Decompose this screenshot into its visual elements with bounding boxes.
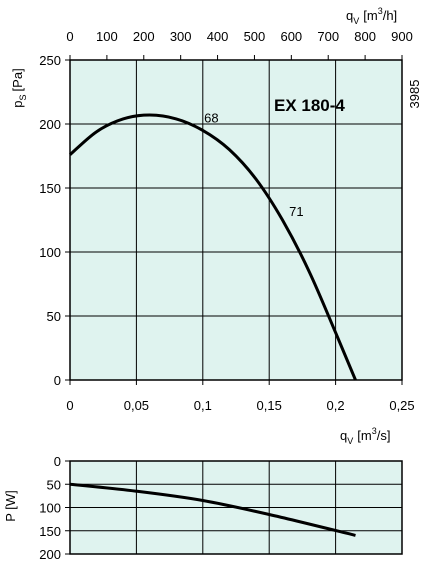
- flow-mh-label-sub: V: [353, 16, 359, 26]
- flow-mh-label-unit-b: /h]: [383, 8, 397, 23]
- x-tick-label: 0,1: [194, 398, 212, 413]
- code-label: 3985: [407, 80, 422, 109]
- curve-annotation: 68: [204, 111, 218, 126]
- power-tick-label: 0: [54, 454, 61, 469]
- pressure-label-symbol: p: [10, 100, 25, 107]
- x2-tick-label: 400: [207, 29, 229, 44]
- x2-tick-label: 700: [317, 29, 339, 44]
- pressure-plot-area: [69, 59, 403, 381]
- flow-ms-axis: 0 0,05 0,1 0,15 0,2 0,25: [66, 380, 415, 413]
- flow-mh-label-sup: 3: [378, 6, 383, 16]
- x2-tick-label: 600: [280, 29, 302, 44]
- x-tick-label: 0,25: [389, 398, 414, 413]
- y-tick-label: 100: [39, 245, 61, 260]
- flow-ms-label-sup: 3: [372, 426, 377, 436]
- y-tick-label: 150: [39, 181, 61, 196]
- model-label: EX 180-4: [274, 96, 345, 115]
- power-axis-label-group: P [W]: [3, 490, 18, 522]
- x2-tick-label: 0: [66, 29, 73, 44]
- x-tick-label: 0: [66, 398, 73, 413]
- pressure-label-sub: S: [18, 94, 28, 100]
- x2-tick-label: 900: [391, 29, 413, 44]
- flow-ms-label-symbol: q: [340, 428, 347, 443]
- power-tick-label: 50: [47, 477, 61, 492]
- pressure-annotations: 68 71: [204, 111, 303, 219]
- power-curve: [69, 482, 356, 537]
- x2-tick-label: 500: [244, 29, 266, 44]
- pressure-curve: [69, 113, 357, 381]
- power-chart: 0 50 100 150 200 P [W] qV [m3/s]: [3, 426, 403, 562]
- x2-tick-label: 100: [96, 29, 118, 44]
- x-tick-label: 0,2: [327, 398, 345, 413]
- flow-mh-label: qV [m3/h]: [346, 6, 397, 26]
- svg-text:pS[Pa]: pS [Pa]: [10, 68, 28, 107]
- pressure-axis: 0 50 100 150 200 250: [39, 53, 70, 388]
- flow-mh-label-symbol: q: [346, 8, 353, 23]
- flow-mh-axis: 0 100 200 300 400 500 600 700 800 900: [66, 29, 413, 60]
- curve-annotation: 71: [289, 204, 303, 219]
- y-tick-label: 50: [47, 309, 61, 324]
- pressure-axis-label: pS [Pa]: [10, 68, 28, 107]
- x-tick-label: 0,15: [257, 398, 282, 413]
- power-tick-label: 200: [39, 547, 61, 562]
- flow-ms-label: qV [m3/s]: [340, 426, 390, 446]
- power-axis-label: P [W]: [3, 490, 18, 522]
- power-axis: 0 50 100 150 200: [39, 454, 70, 562]
- flow-ms-label-sub: V: [347, 436, 353, 446]
- flow-ms-label-unit-a: [m: [357, 428, 371, 443]
- x2-tick-label: 200: [133, 29, 155, 44]
- y-tick-label: 250: [39, 53, 61, 68]
- pressure-label-unit: [Pa]: [10, 68, 25, 91]
- x-tick-label: 0,05: [124, 398, 149, 413]
- y-tick-label: 0: [54, 373, 61, 388]
- y-tick-label: 200: [39, 117, 61, 132]
- x2-tick-label: 300: [170, 29, 192, 44]
- pressure-grid: [70, 60, 402, 380]
- flow-mh-label-unit-a: [m: [363, 8, 377, 23]
- flow-ms-label-unit-b: /s]: [377, 428, 391, 443]
- power-tick-label: 100: [39, 501, 61, 516]
- power-tick-label: 150: [39, 524, 61, 539]
- x2-tick-label: 800: [354, 29, 376, 44]
- pressure-chart: 0 0,05 0,1 0,15 0,2 0,25 0 100 200 300 400 500 600 7…: [10, 6, 422, 413]
